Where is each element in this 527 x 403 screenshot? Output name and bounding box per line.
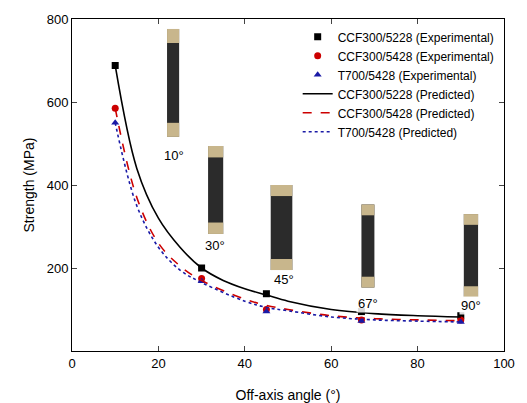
svg-text:80: 80 — [410, 356, 424, 371]
svg-text:T700/5428 (Experimental): T700/5428 (Experimental) — [338, 69, 477, 83]
svg-text:Strength (MPa): Strength (MPa) — [21, 138, 37, 233]
svg-text:800: 800 — [47, 12, 69, 27]
svg-text:0: 0 — [68, 356, 75, 371]
svg-text:CCF300/5428 (Predicted): CCF300/5428 (Predicted) — [338, 107, 475, 121]
svg-text:60: 60 — [324, 356, 338, 371]
svg-text:20: 20 — [151, 356, 165, 371]
svg-text:CCF300/5428 (Experimental): CCF300/5428 (Experimental) — [338, 50, 494, 64]
svg-text:90°: 90° — [461, 298, 481, 313]
svg-text:67°: 67° — [358, 296, 378, 311]
svg-text:T700/5428 (Predicted): T700/5428 (Predicted) — [338, 126, 457, 140]
svg-text:10°: 10° — [164, 148, 184, 163]
svg-text:45°: 45° — [274, 272, 294, 287]
svg-text:CCF300/5228 (Predicted): CCF300/5228 (Predicted) — [338, 88, 475, 102]
svg-text:100: 100 — [493, 356, 515, 371]
svg-text:600: 600 — [47, 95, 69, 110]
svg-text:Off-axis angle (°): Off-axis angle (°) — [236, 387, 341, 403]
svg-text:200: 200 — [47, 261, 69, 276]
svg-text:40: 40 — [238, 356, 252, 371]
svg-text:30°: 30° — [205, 238, 225, 253]
svg-text:400: 400 — [47, 178, 69, 193]
svg-text:CCF300/5228 (Experimental): CCF300/5228 (Experimental) — [338, 31, 494, 45]
